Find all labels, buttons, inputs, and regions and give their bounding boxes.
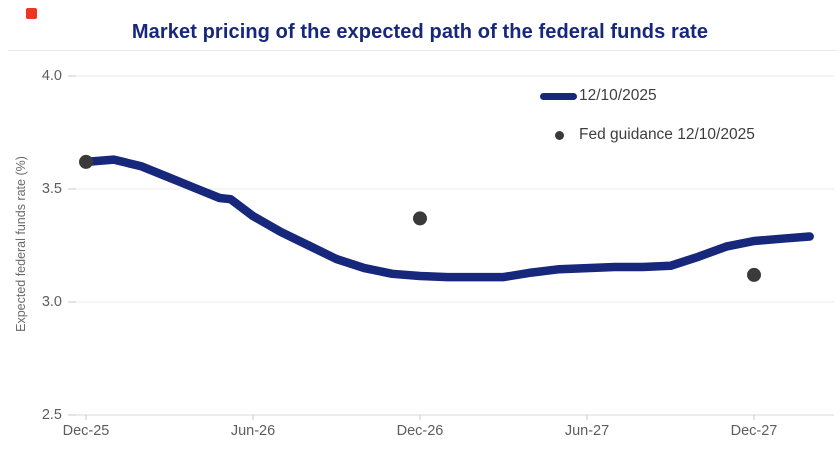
x-tick-label: Dec-27 — [730, 423, 778, 439]
line-swatch-icon — [540, 92, 577, 100]
fed-guidance-dot — [413, 211, 427, 226]
y-tick-label: 3.5 — [41, 181, 62, 197]
legend-item-market-line: 12/10/2025 — [540, 87, 657, 105]
red-square-marker-icon — [26, 8, 37, 19]
fed-guidance-dot — [747, 267, 761, 282]
dot-swatch-icon — [555, 130, 564, 140]
y-tick-label: 3.0 — [41, 294, 62, 310]
legend-line-label: 12/10/2025 — [579, 87, 657, 104]
x-tick-label: Dec-26 — [396, 423, 444, 439]
x-tick-label: Jun-27 — [564, 423, 610, 439]
x-tick-label: Jun-26 — [230, 423, 276, 439]
x-tick-label: Dec-25 — [62, 423, 110, 439]
fed-guidance-dot — [79, 154, 93, 169]
legend-item-fed-guidance: Fed guidance 12/10/2025 — [555, 126, 755, 144]
legend-dot-label: Fed guidance 12/10/2025 — [579, 126, 755, 143]
y-tick-label: 4.0 — [41, 68, 62, 84]
y-tick-label: 2.5 — [41, 407, 62, 423]
chart-title: Market pricing of the expected path of t… — [131, 21, 709, 43]
market-pricing-line — [81, 155, 814, 282]
card-top-border — [8, 50, 838, 51]
